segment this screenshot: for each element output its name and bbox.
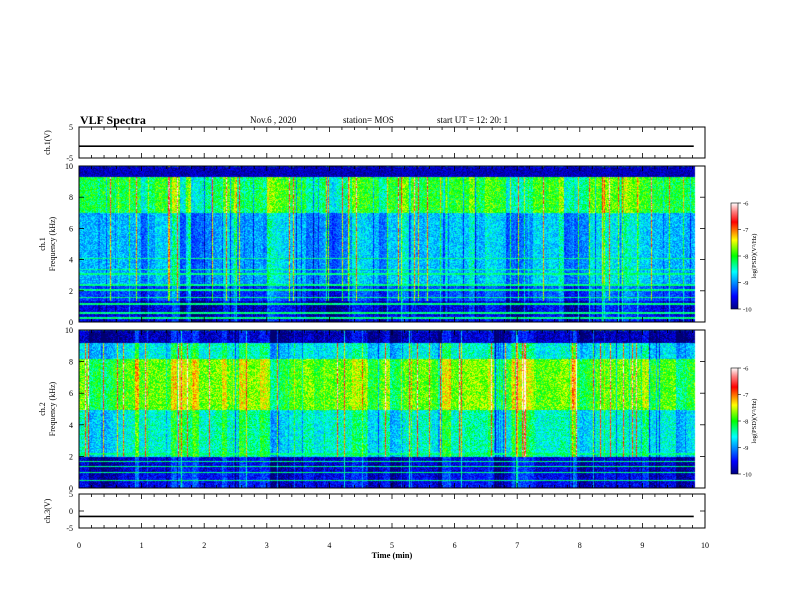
spec1-y-tick-label: 6 — [69, 224, 73, 233]
ch1-y-tick-label: -5 — [66, 154, 73, 163]
station-label: station= MOS — [343, 115, 394, 125]
time-axis-tick-label: 4 — [327, 541, 331, 550]
spec2-y-tick-label: 10 — [65, 326, 73, 335]
spec2-y-tick-label: 4 — [69, 421, 73, 430]
colorbar-tick-label: -7 — [743, 227, 749, 234]
colorbar-1 — [730, 202, 739, 310]
spec2-y-tick-label: 2 — [69, 452, 73, 461]
time-axis-tick-label: 3 — [265, 541, 269, 550]
colorbar-tick-label: -8 — [743, 254, 748, 261]
time-axis-label: Time (min) — [372, 550, 413, 560]
colorbar-tick-label: -6 — [743, 366, 749, 373]
time-axis-tick-label: 10 — [701, 541, 709, 550]
spec2-y-tick-label: 6 — [69, 389, 73, 398]
ch1-waveform-ylabel: ch.1(V) — [43, 130, 52, 155]
ch3-y-tick-label: 0 — [69, 507, 73, 516]
spec1-y-tick-label: 10 — [65, 162, 73, 171]
spectrogram-frequency-label-1: Frequency (kHz) — [48, 216, 57, 271]
spec1-y-tick-label: 8 — [69, 193, 73, 202]
colorbar-tick-label: -9 — [743, 445, 748, 452]
time-axis-tick-label: 6 — [453, 541, 457, 550]
spectrogram-frequency-label-2: Frequency (kHz) — [48, 381, 57, 436]
time-axis-tick-label: 5 — [390, 541, 394, 550]
colorbar-label-2: log(PSD)(V²/Hz) — [751, 399, 758, 444]
spectrogram-channel-label-2: ch.2 — [38, 402, 47, 416]
start-time-label: start UT = 12: 20: 1 — [437, 115, 509, 125]
spec2-y-tick-label: 8 — [69, 358, 73, 367]
colorbar-tick-label: -6 — [743, 201, 749, 208]
colorbar-2 — [730, 367, 739, 475]
colorbar-tick-label: -9 — [743, 280, 748, 287]
spectrogram-image-1 — [79, 166, 705, 322]
time-axis-tick-label: 9 — [640, 541, 644, 550]
figure-title: VLF Spectra — [80, 113, 146, 127]
time-axis-tick-label: 1 — [140, 541, 144, 550]
spec1-y-tick-label: 0 — [69, 318, 73, 327]
time-axis-tick-label: 2 — [202, 541, 206, 550]
spectrogram-image-2 — [79, 330, 705, 488]
spectrogram-channel-label-1: ch.1 — [38, 237, 47, 251]
ch3-y-tick-label: -5 — [66, 524, 73, 533]
colorbar-label-1: log(PSD)(V²/Hz) — [751, 234, 758, 279]
colorbar-tick-label: -10 — [743, 472, 752, 479]
colorbar-tick-label: -10 — [743, 307, 752, 314]
ch3-waveform-ylabel: ch.3(V) — [43, 498, 52, 523]
ch1-y-tick-label: 5 — [69, 123, 73, 132]
spec2-y-tick-label: 0 — [69, 484, 73, 493]
colorbar-tick-label: -7 — [743, 392, 749, 399]
colorbar-tick-label: -8 — [743, 419, 748, 426]
spec1-y-tick-label: 4 — [69, 256, 73, 265]
ch3-waveform-frame — [78, 493, 706, 529]
date-label: Nov.6 , 2020 — [250, 115, 297, 125]
time-axis-tick-label: 0 — [77, 541, 81, 550]
ch3-y-tick-label: 5 — [69, 490, 73, 499]
time-axis-tick-label: 8 — [578, 541, 582, 550]
time-axis-tick-label: 7 — [515, 541, 519, 550]
spec1-y-tick-label: 2 — [69, 287, 73, 296]
